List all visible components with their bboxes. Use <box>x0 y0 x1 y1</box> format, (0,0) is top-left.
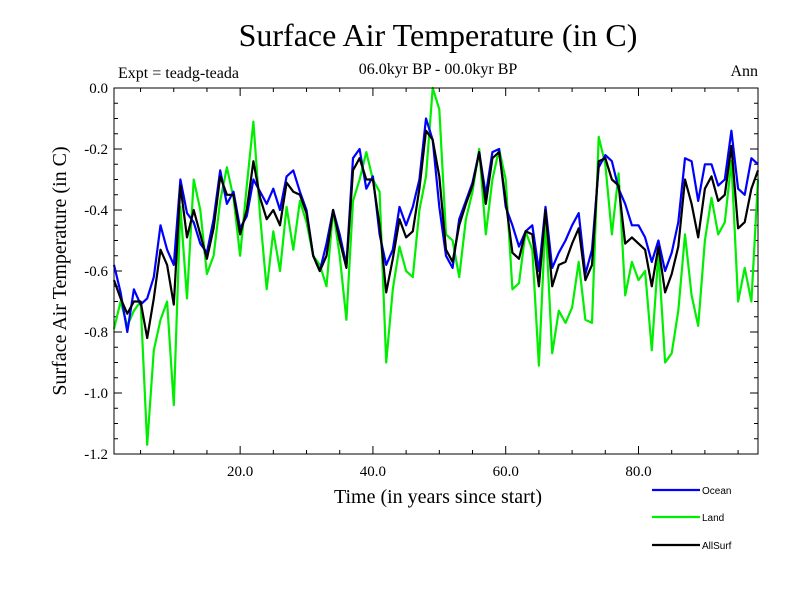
y-axis-label: Surface Air Temperature (in C) <box>49 146 71 395</box>
y-tick-label: 0.0 <box>89 81 108 97</box>
series-lines <box>112 86 760 446</box>
period-label: Ann <box>730 63 758 80</box>
y-tick-label: -0.8 <box>84 325 108 341</box>
legend-label-ocean: Ocean <box>702 486 731 497</box>
experiment-label: Expt = teadg-teada <box>118 65 239 82</box>
series-line-land <box>112 86 760 446</box>
y-tick-label: -0.2 <box>84 142 108 158</box>
series-line-ocean <box>112 117 759 334</box>
y-tick-label: -0.4 <box>84 203 108 219</box>
plot-frame <box>113 87 759 455</box>
x-tick-label: 40.0 <box>360 464 386 480</box>
axes: 20.0 40.0 60.0 80.0 0.0 -0.2 -0.4 -0.6 -0.8 -1.0 -… <box>84 81 758 480</box>
x-tick-label: 80.0 <box>625 464 651 480</box>
series-line-allsurf <box>112 129 760 340</box>
chart-subtitle: 06.0kyr BP - 00.0kyr BP <box>359 61 518 78</box>
legend-label-allsurf: AllSurf <box>702 541 732 552</box>
chart-title: Surface Air Temperature (in C) <box>239 17 638 53</box>
y-tick-label: -0.6 <box>84 264 108 280</box>
y-tick-label: -1.0 <box>84 386 108 402</box>
legend: Ocean Land AllSurf <box>652 486 732 552</box>
x-axis-label: Time (in years since start) <box>334 486 542 508</box>
x-tick-label: 60.0 <box>493 464 519 480</box>
x-tick-label: 20.0 <box>227 464 253 480</box>
y-tick-label: -1.2 <box>84 447 108 463</box>
legend-label-land: Land <box>702 513 724 524</box>
